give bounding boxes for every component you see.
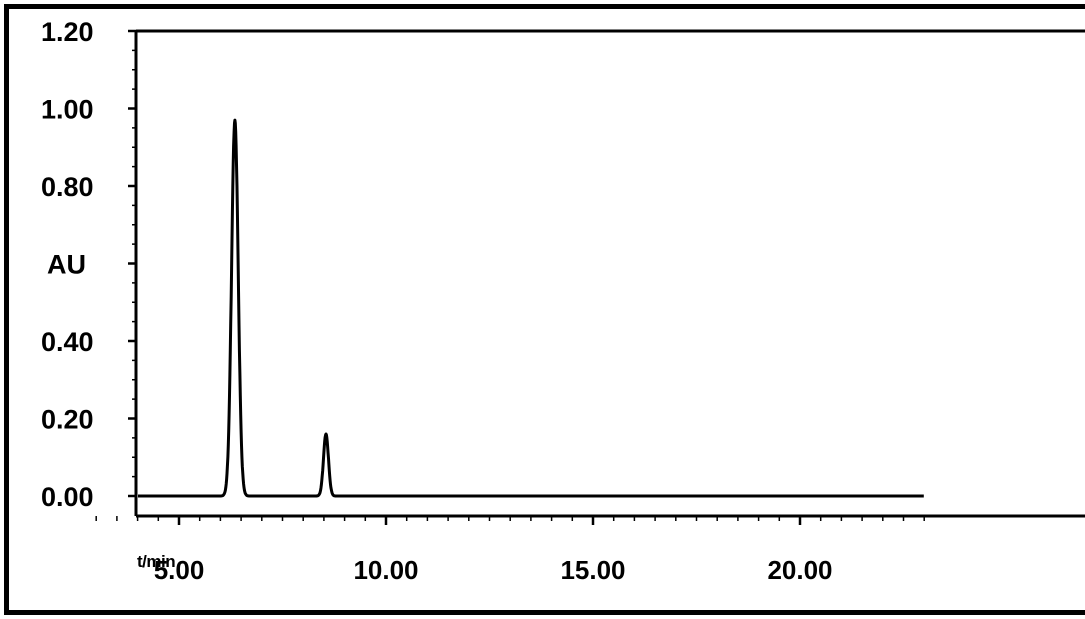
y-tick-label: 0.20: [41, 405, 94, 435]
ticks: [95, 29, 925, 525]
y-tick-label: 1.20: [41, 17, 94, 47]
y-tick-label: 0.00: [41, 482, 94, 512]
chromatogram-chart: 1.20 1.00 0.80 0.40 0.20 0.00 AU 5.00 10.00 15.00…: [41, 17, 1085, 585]
y-tick-label: 0.40: [41, 327, 94, 357]
x-tick-label: 20.00: [767, 555, 832, 585]
chromatogram-trace: [136, 118, 925, 498]
y-tick-label: 0.80: [41, 172, 94, 202]
chart-frame: 1.20 1.00 0.80 0.40 0.20 0.00 AU 5.00 10.00 15.00…: [4, 4, 1085, 615]
tick-labels: 1.20 1.00 0.80 0.40 0.20 0.00 AU 5.00 10.00 15.00…: [41, 17, 833, 585]
x-tick-label: 10.00: [353, 555, 418, 585]
x-tick-label: 15.00: [560, 555, 625, 585]
y-axis-label: AU: [47, 250, 86, 280]
series-group: [136, 118, 925, 498]
y-tick-label: 1.00: [41, 95, 94, 125]
x-tick-label: 5.00: [154, 555, 205, 585]
axes: [134, 29, 1085, 518]
x-axis-label: t/min: [137, 552, 175, 571]
